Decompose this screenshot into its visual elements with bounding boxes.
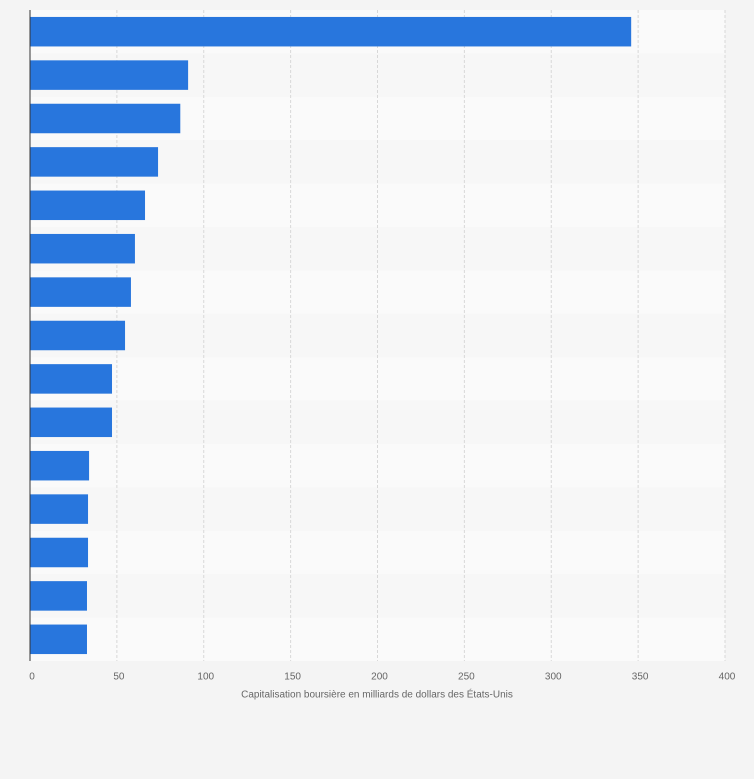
x-tick-label: 250	[458, 672, 475, 683]
bar	[30, 450, 90, 481]
x-tick-label: 350	[632, 672, 649, 683]
x-tick-label: 100	[197, 672, 214, 683]
bar	[30, 147, 159, 177]
row-band	[30, 617, 725, 661]
bar	[30, 624, 87, 655]
x-axis-label: Capitalisation boursière en milliards de…	[241, 688, 513, 701]
bar	[30, 581, 87, 611]
bar	[30, 494, 89, 524]
bar	[30, 537, 89, 568]
bar	[30, 364, 113, 394]
x-tick-label: 0	[29, 672, 35, 683]
x-tick-label: 300	[545, 672, 562, 683]
x-tick-label: 150	[284, 672, 301, 683]
bar	[30, 16, 632, 47]
x-tick-label: 50	[113, 672, 125, 683]
bar	[30, 407, 113, 438]
bar	[30, 190, 146, 221]
bar	[30, 103, 181, 134]
bar	[30, 320, 126, 351]
row-band	[30, 357, 725, 401]
row-band	[30, 487, 725, 531]
x-tick-label: 200	[371, 672, 388, 683]
bar	[30, 60, 189, 90]
x-tick-label: 400	[719, 672, 736, 683]
bar	[30, 277, 131, 307]
bar	[30, 233, 135, 264]
row-band	[30, 227, 725, 271]
